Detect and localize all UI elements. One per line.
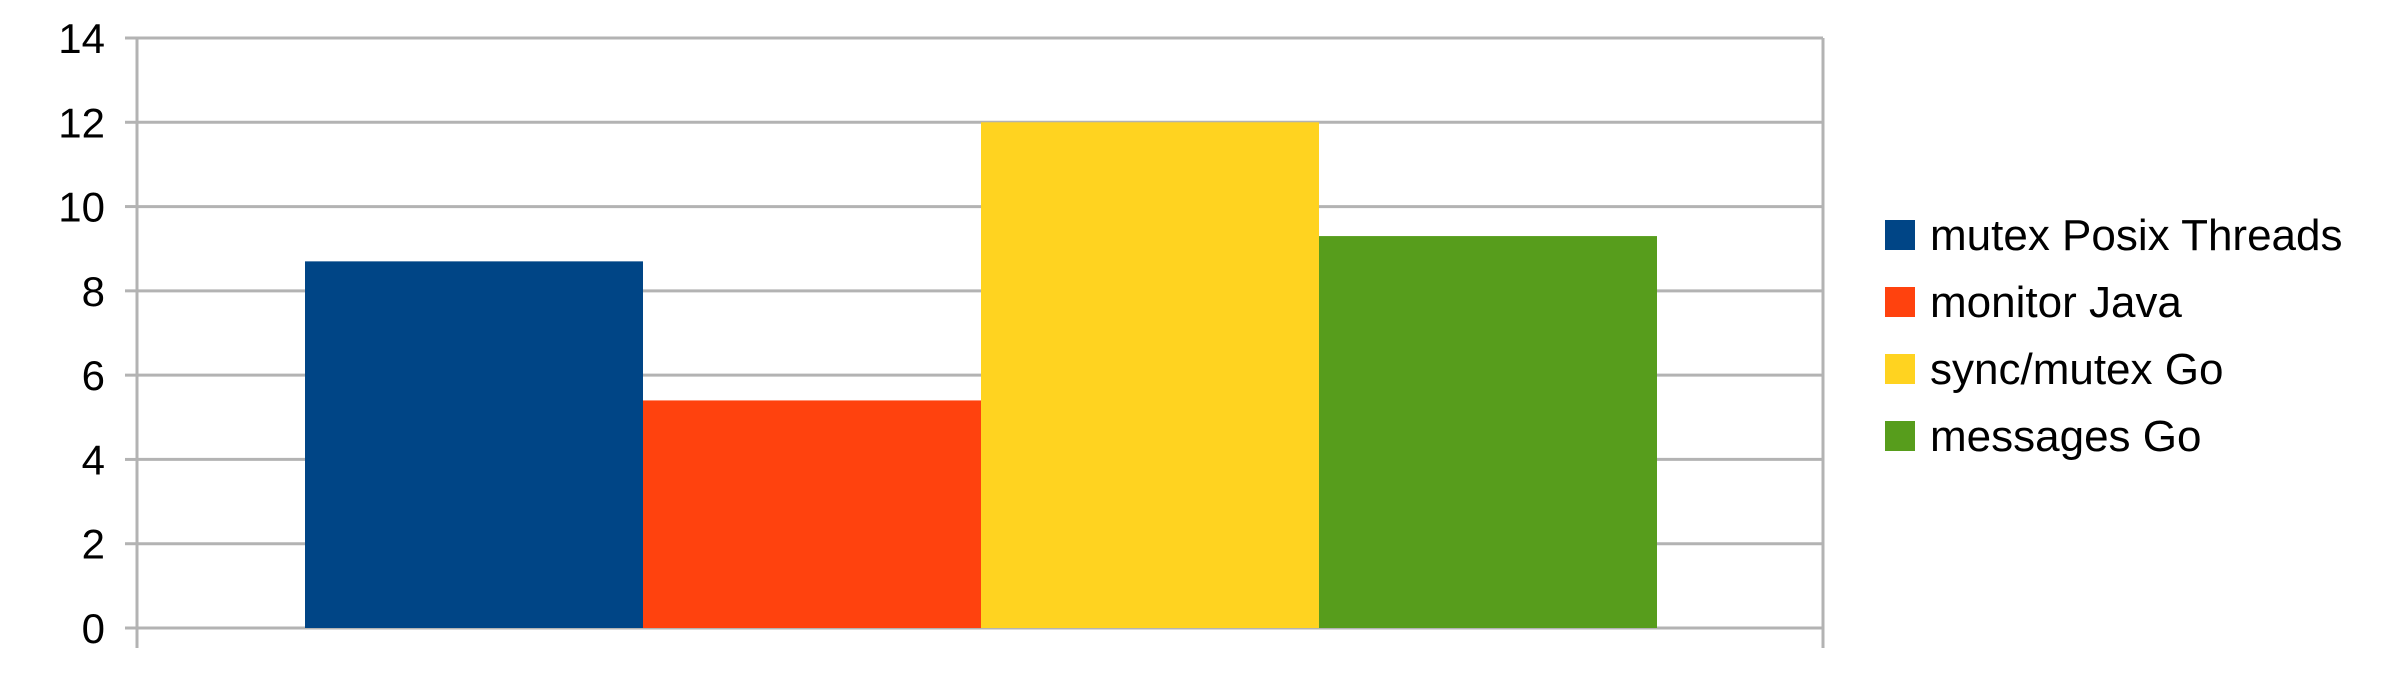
legend-label: mutex Posix Threads <box>1930 211 2342 260</box>
legend-label: monitor Java <box>1930 278 2182 327</box>
legend-swatch <box>1885 287 1915 317</box>
legend-swatch <box>1885 354 1915 384</box>
legend-label: messages Go <box>1930 412 2201 461</box>
y-tick-label: 12 <box>58 99 105 146</box>
legend: mutex Posix Threads monitor Java sync/mute… <box>1885 211 2342 461</box>
legend-swatch <box>1885 421 1915 451</box>
y-tick-label: 2 <box>82 521 105 568</box>
y-tick-label: 6 <box>82 352 105 399</box>
y-tick-labels: 0 2 4 6 8 10 12 14 <box>58 15 105 652</box>
bar <box>305 261 643 628</box>
y-tick-label: 8 <box>82 268 105 315</box>
bar <box>1319 236 1657 629</box>
bar <box>981 122 1319 629</box>
legend-label: sync/mutex Go <box>1930 345 2223 394</box>
y-tick-label: 10 <box>58 184 105 231</box>
y-tick-label: 0 <box>82 605 105 652</box>
legend-swatch <box>1885 220 1915 250</box>
bars <box>305 122 1657 629</box>
y-tick-label: 14 <box>58 15 105 62</box>
y-tick-label: 4 <box>82 436 105 483</box>
bar <box>643 400 981 628</box>
